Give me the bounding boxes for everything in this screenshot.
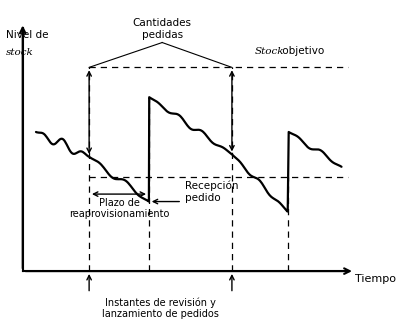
Text: Instantes de revisión y
lanzamiento de pedidos: Instantes de revisión y lanzamiento de p… xyxy=(102,297,219,319)
Text: Stock: Stock xyxy=(255,47,285,56)
Text: Nivel de: Nivel de xyxy=(6,30,48,40)
Text: Cantidades
pedidas: Cantidades pedidas xyxy=(133,18,192,40)
Text: Plazo de
reaprovisionamiento: Plazo de reaprovisionamiento xyxy=(69,198,169,219)
Text: objetivo: objetivo xyxy=(279,46,324,56)
Text: Tiempo: Tiempo xyxy=(355,274,396,284)
Text: stock: stock xyxy=(6,47,34,57)
Text: Recepción
pedido: Recepción pedido xyxy=(186,181,239,203)
